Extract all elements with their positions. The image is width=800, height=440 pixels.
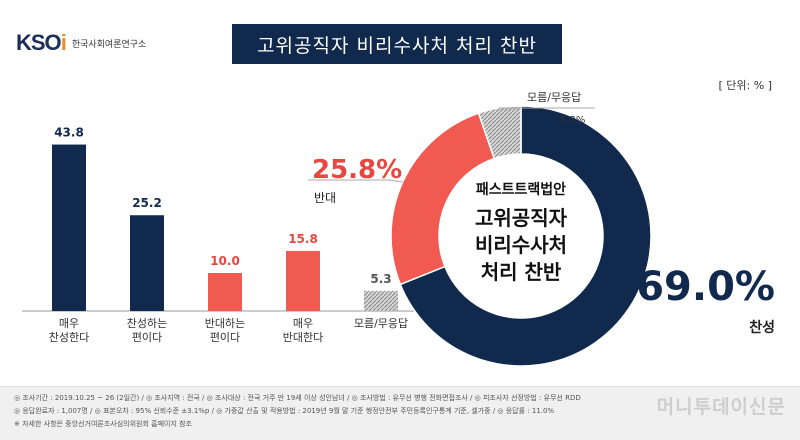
bar-0 [52, 145, 86, 311]
bar-1 [130, 215, 164, 311]
footer-line-3: ※ 자세한 사항은 중앙선거여론조사심의위원회 홈페이지 참조 [14, 419, 192, 429]
bar-category-label-2-1: 편이다 [210, 331, 240, 344]
bar-category-label-4-0: 모름/무응답 [354, 317, 408, 330]
watermark: 머니투데이신문 [657, 392, 786, 419]
bar-value-label-4: 5.3 [370, 272, 391, 286]
bar-3 [286, 251, 320, 311]
bar-value-label-2: 10.0 [210, 254, 240, 268]
slice-name-label-2: 모름/무응답 [527, 91, 581, 104]
slice-name-label-0: 찬성 [749, 319, 775, 336]
poll-charts: 43.8매우찬성한다25.2찬성하는편이다10.0반대하는편이다15.8매우반대… [0, 0, 800, 386]
slice-value-label-2: 5.3% [560, 115, 585, 126]
bar-category-label-1-1: 편이다 [132, 331, 162, 344]
bar-4 [364, 291, 398, 311]
bar-category-label-1-0: 찬성하는 [127, 316, 167, 330]
donut-center-text-0: 패스트트랙법안 [476, 181, 566, 198]
bar-value-label-0: 43.8 [54, 126, 84, 140]
slice-value-label-0: 69.0% [636, 264, 775, 310]
footer-line-1: ◎ 조사기간 : 2019.10.25 ~ 26 (2일간) / ◎ 조사지역 … [14, 393, 581, 403]
bar-category-label-0-0: 매우 [59, 317, 79, 330]
bar-value-label-1: 25.2 [132, 196, 162, 210]
donut-slice-1 [391, 113, 494, 284]
donut-center-text-1: 고위공직자 [475, 206, 568, 230]
bar-category-label-3-0: 매우 [293, 317, 313, 330]
bar-category-label-0-1: 찬성한다 [49, 330, 89, 344]
slice-value-label-1: 25.8% [312, 155, 402, 185]
footer-line-2: ◎ 응답완료자 : 1,007명 / ◎ 표본오차 : 95% 신뢰수준 ±3.… [14, 406, 554, 416]
bar-category-label-2-0: 반대하는 [205, 316, 245, 330]
donut-center-text-3: 처리 찬반 [481, 260, 562, 284]
bar-value-label-3: 15.8 [288, 232, 318, 246]
slice-name-label-1: 반대 [314, 191, 336, 205]
bar-category-label-3-1: 반대한다 [283, 331, 323, 344]
donut-center-text-2: 비리수사처 [475, 233, 567, 257]
bar-2 [208, 273, 242, 311]
